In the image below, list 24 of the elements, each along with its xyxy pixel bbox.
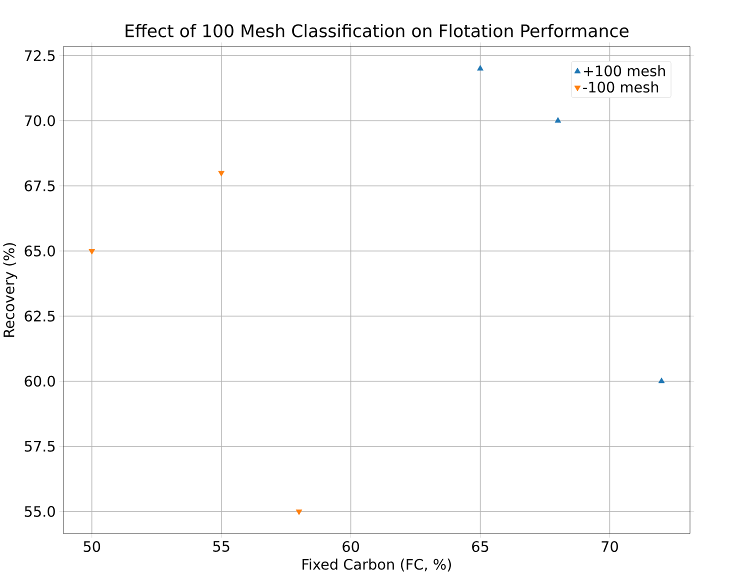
x-tick-label: 70 bbox=[602, 541, 618, 552]
y-tick-label: 60.0 bbox=[24, 376, 55, 387]
y-tick-label: 70.0 bbox=[24, 115, 55, 126]
point bbox=[296, 510, 302, 516]
legend-label: -100 mesh bbox=[583, 82, 658, 93]
point bbox=[658, 378, 665, 384]
y-tick-label: 67.5 bbox=[24, 180, 55, 192]
x-tick-label: 65 bbox=[472, 541, 488, 552]
x-axis-title: Fixed Carbon (FC, %) bbox=[302, 558, 451, 572]
x-tick-label: 60 bbox=[342, 541, 360, 552]
point bbox=[88, 249, 96, 255]
y-tick-label: 62.5 bbox=[24, 310, 55, 322]
y-tick-label: 72.5 bbox=[24, 50, 55, 62]
y-tick-label: 57.5 bbox=[24, 441, 55, 452]
point bbox=[477, 65, 484, 71]
y-tick-label: 65.0 bbox=[24, 246, 55, 257]
x-tick-label: 55 bbox=[213, 541, 230, 552]
chart-title: Effect of 100 Mesh Classification on Flotation Performance bbox=[126, 24, 628, 38]
point bbox=[554, 117, 562, 123]
y-tick-label: 55.0 bbox=[24, 506, 55, 518]
point bbox=[218, 171, 225, 177]
legend-label: +100 mesh bbox=[584, 65, 665, 76]
y-axis-title: Recovery (%) bbox=[3, 243, 18, 338]
x-tick-label: 50 bbox=[84, 541, 100, 552]
